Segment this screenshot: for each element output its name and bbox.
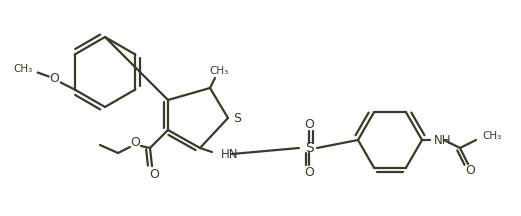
Text: O: O bbox=[304, 118, 314, 130]
Text: HN: HN bbox=[221, 148, 239, 160]
Text: S: S bbox=[233, 113, 241, 125]
Text: O: O bbox=[149, 167, 159, 181]
Text: O: O bbox=[130, 137, 140, 149]
Text: O: O bbox=[49, 72, 59, 85]
Text: O: O bbox=[304, 165, 314, 178]
Text: S: S bbox=[305, 141, 313, 155]
Text: CH₃: CH₃ bbox=[14, 65, 33, 75]
Text: NH: NH bbox=[434, 135, 452, 148]
Text: O: O bbox=[465, 165, 475, 178]
Text: CH₃: CH₃ bbox=[482, 131, 501, 141]
Text: CH₃: CH₃ bbox=[209, 66, 229, 76]
